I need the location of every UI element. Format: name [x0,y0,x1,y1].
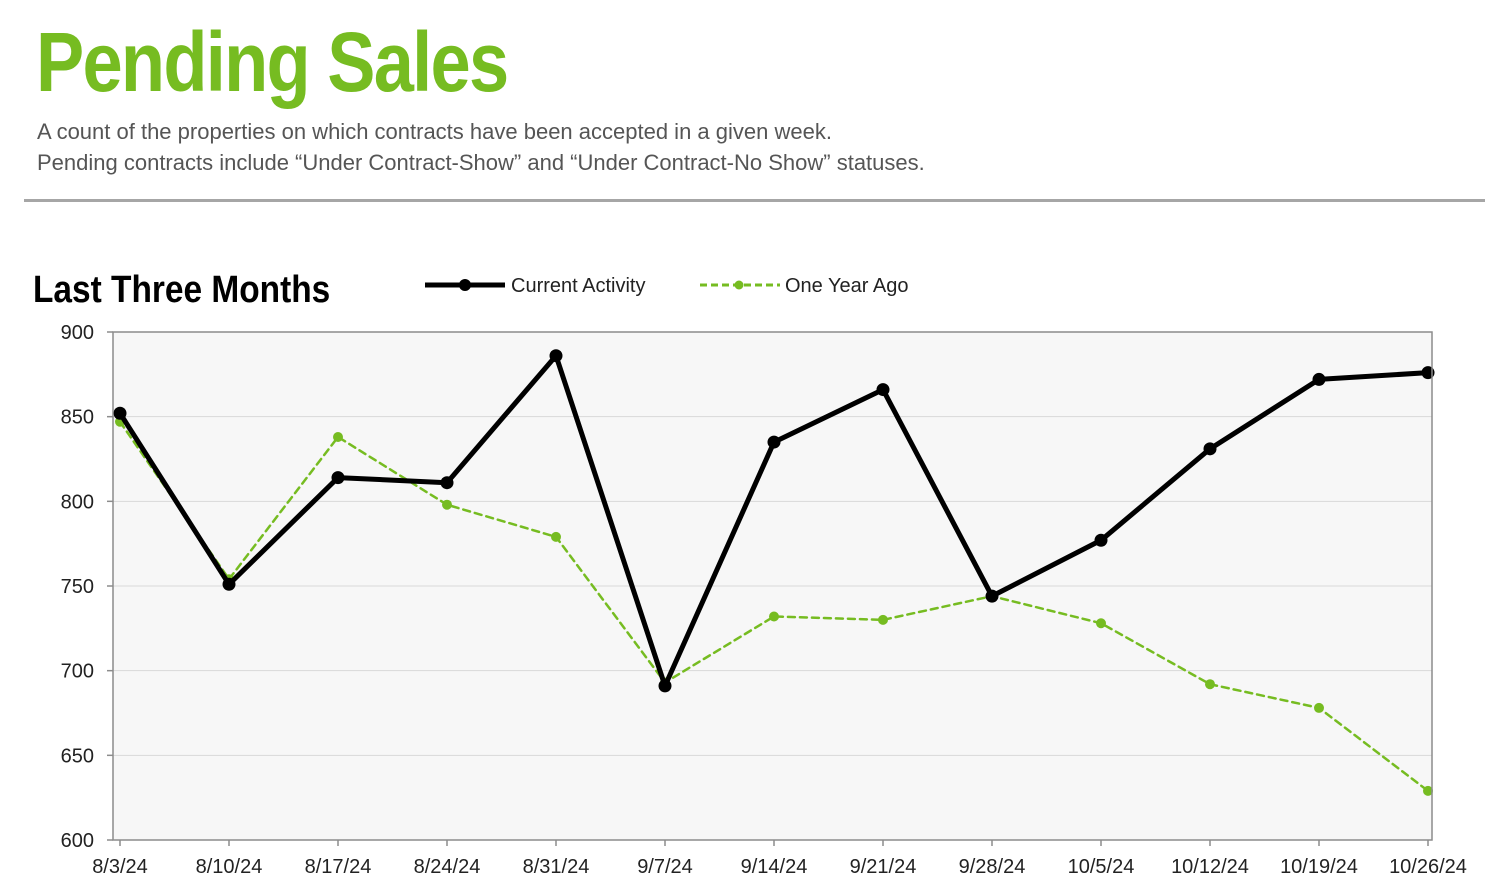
legend-item-current-activity: Current Activity [425,275,645,297]
data-point-current-activity [985,589,999,603]
x-tick-label: 8/24/24 [414,856,481,878]
x-tick-label: 8/17/24 [305,856,372,878]
y-tick-label: 650 [61,745,94,767]
data-point-current-activity [222,577,236,591]
data-point-one-year-ago [769,611,779,622]
x-tick-label: 10/5/24 [1068,856,1135,878]
y-axis: 600 650 700 750 800 850 900 [61,322,113,852]
data-point-one-year-ago [551,531,561,542]
y-tick-label: 800 [61,491,94,513]
y-tick-label: 700 [61,661,94,683]
data-point-current-activity [1094,533,1108,547]
description-line-1: A count of the properties on which contr… [37,119,832,144]
page-title: Pending Sales [36,15,509,109]
x-tick-label: 10/12/24 [1171,856,1249,878]
data-point-one-year-ago [442,499,452,510]
legend-label-one-year-ago: One Year Ago [785,275,908,297]
data-point-one-year-ago [1096,618,1106,629]
data-point-current-activity [1312,372,1326,386]
data-point-current-activity [1203,442,1217,456]
x-tick-label: 10/26/24 [1389,856,1467,878]
x-axis: 8/3/24 8/10/24 8/17/24 8/24/24 8/31/24 9/7/24… [92,840,1467,878]
y-tick-label: 600 [61,830,94,852]
y-tick-label: 850 [61,407,94,429]
series-layer [113,349,1435,796]
x-tick-label: 8/10/24 [196,856,263,878]
legend-marker-current-activity [459,279,471,291]
data-point-one-year-ago [1314,702,1324,713]
section-heading: Last Three Months [33,269,331,311]
data-point-one-year-ago [1423,785,1433,796]
data-point-current-activity [331,471,345,485]
header-divider [24,199,1485,202]
data-point-current-activity [113,406,127,420]
x-tick-label: 9/21/24 [850,856,917,878]
x-tick-label: 9/14/24 [741,856,808,878]
data-point-current-activity [876,383,890,397]
data-point-current-activity [658,679,672,693]
x-tick-label: 8/31/24 [523,856,590,878]
data-point-one-year-ago [1205,679,1215,690]
legend-marker-one-year-ago [734,280,744,290]
data-point-current-activity [440,476,454,490]
gridlines [113,416,1432,756]
data-point-current-activity [549,349,563,363]
chart-legend: Current Activity One Year Ago [425,275,908,297]
description-line-2: Pending contracts include “Under Contrac… [37,150,925,175]
x-tick-label: 9/28/24 [959,856,1026,878]
x-tick-label: 8/3/24 [92,856,148,878]
x-tick-label: 9/7/24 [637,856,693,878]
x-tick-label: 10/19/24 [1280,856,1358,878]
data-point-one-year-ago [878,614,888,625]
data-point-one-year-ago [333,431,343,442]
y-tick-label: 900 [61,322,94,344]
y-tick-label: 750 [61,576,94,598]
legend-label-current-activity: Current Activity [511,275,645,297]
data-point-current-activity [767,435,781,449]
plot-border [112,331,1433,841]
legend-item-one-year-ago: One Year Ago [700,275,908,297]
